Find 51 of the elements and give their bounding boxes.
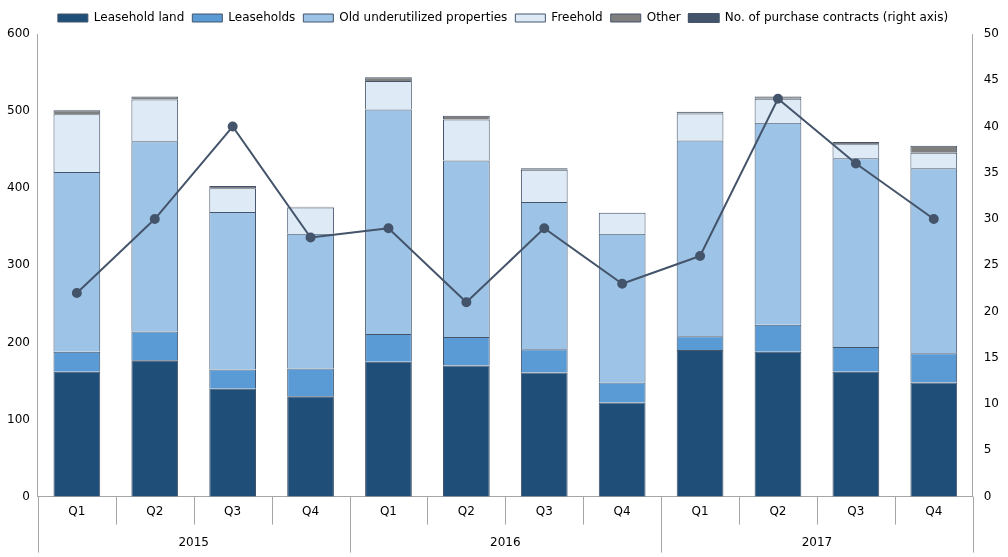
x-tick-label: Q1: [379, 503, 398, 518]
y2-tick-label: 35: [983, 164, 1000, 179]
y-tick-label: 100: [7, 411, 30, 426]
x-tick-label: Q3: [847, 503, 865, 518]
y2-tick-label: 5: [983, 442, 992, 457]
y2-tick-label: 45: [983, 72, 1000, 87]
y-tick-label: 600: [7, 26, 30, 41]
point: [305, 232, 316, 243]
y2-tick-label: 15: [983, 349, 1000, 364]
y-tick-label: 500: [7, 103, 30, 118]
point: [71, 288, 82, 299]
x-tick-label: Q1: [691, 503, 709, 518]
x-tick-label: Q1: [68, 503, 86, 518]
point: [695, 251, 706, 262]
x-tick-label: Q2: [769, 503, 787, 518]
point: [850, 158, 861, 169]
point: [617, 278, 628, 289]
y2-tick-label: 10: [983, 396, 1000, 411]
y2-tick-label: 20: [983, 303, 1000, 318]
y-tick-label: 300: [7, 257, 30, 272]
y2-tick-label: 30: [983, 211, 1000, 226]
point: [539, 223, 550, 234]
text: 2017: [801, 534, 833, 549]
x-tick-label: Q2: [457, 503, 475, 518]
legend-label: Other: [646, 10, 681, 25]
point: [461, 297, 472, 308]
legend-label: Leasehold land: [93, 10, 185, 25]
y-tick-label: 0: [22, 488, 30, 503]
point: [227, 121, 238, 132]
x-tick-label: Q2: [146, 503, 164, 518]
legend-label: No. of purchase contracts (right axis): [724, 10, 949, 25]
point: [383, 223, 394, 234]
x-tick-label: Q3: [535, 503, 553, 518]
legend-label: Freehold: [551, 10, 603, 25]
x-tick-label: Q3: [224, 503, 242, 518]
legend-label: Leaseholds: [228, 10, 296, 25]
x-tick-label: Q4: [613, 503, 631, 518]
y-tick-label: 200: [7, 334, 30, 349]
point: [928, 214, 939, 225]
y2-tick-label: 40: [983, 118, 1000, 133]
y2-tick-label: 25: [983, 257, 1000, 272]
legend-label: Old underutilized properties: [339, 10, 508, 25]
point: [149, 214, 160, 225]
y-tick-label: 400: [7, 180, 30, 195]
text: 2016: [490, 534, 521, 549]
y2-tick-label: 0: [983, 488, 992, 503]
x-tick-label: Q4: [302, 503, 320, 518]
text: 2015: [178, 534, 209, 549]
x-tick-label: Q4: [925, 503, 943, 518]
y2-tick-label: 50: [983, 26, 1000, 41]
point: [772, 93, 783, 104]
